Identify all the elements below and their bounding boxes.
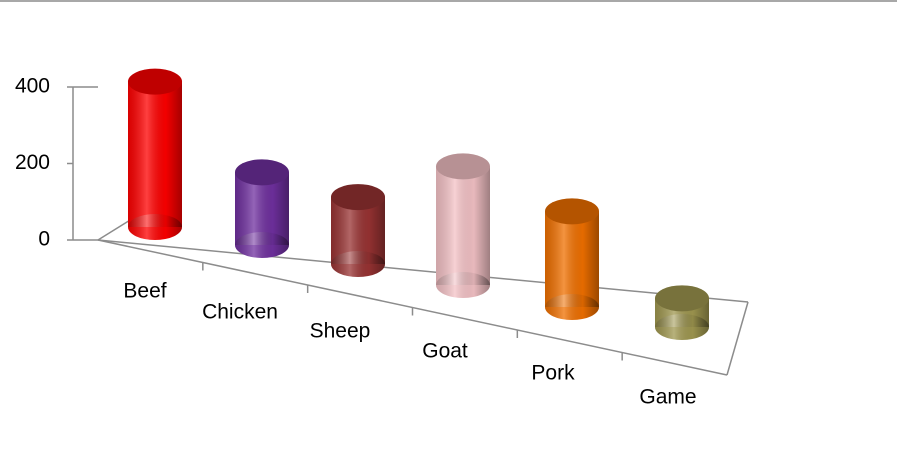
cylinder-top-shade	[545, 198, 599, 225]
cylinder-top-shade	[436, 153, 490, 180]
cylinder	[128, 68, 182, 240]
x-tick-label: Pork	[531, 362, 575, 385]
cylinder-top	[436, 153, 490, 180]
x-tick-label: Beef	[123, 280, 166, 303]
floor-right	[726, 301, 749, 376]
x-tick-label: Goat	[422, 340, 468, 363]
cylinder-top	[235, 159, 289, 186]
y-tick-label: 200	[15, 151, 50, 174]
cylinder-top	[331, 184, 385, 211]
cylinder-shade	[436, 166, 490, 285]
cylinder-top	[655, 285, 709, 312]
cylinder	[545, 198, 599, 320]
y-tick-label: 0	[38, 228, 50, 251]
cylinder-shade	[128, 81, 182, 228]
x-tick-label: Game	[639, 386, 696, 409]
cylinder-top	[128, 68, 182, 95]
x-tick-label: Chicken	[202, 301, 278, 324]
cylinder-top-shade	[235, 159, 289, 186]
cylinder	[436, 153, 490, 298]
cylinder-top	[545, 198, 599, 225]
cylinder-shade	[545, 211, 599, 307]
cylinder-top-shade	[331, 184, 385, 211]
cylinder	[655, 285, 709, 340]
cylinder	[331, 184, 385, 277]
y-tick-label: 400	[15, 75, 50, 98]
cylinder-top-shade	[128, 68, 182, 95]
floor-back	[97, 239, 749, 303]
cylinder	[235, 159, 289, 258]
x-tick-label: Sheep	[310, 320, 371, 343]
cylinder-top-shade	[655, 285, 709, 312]
